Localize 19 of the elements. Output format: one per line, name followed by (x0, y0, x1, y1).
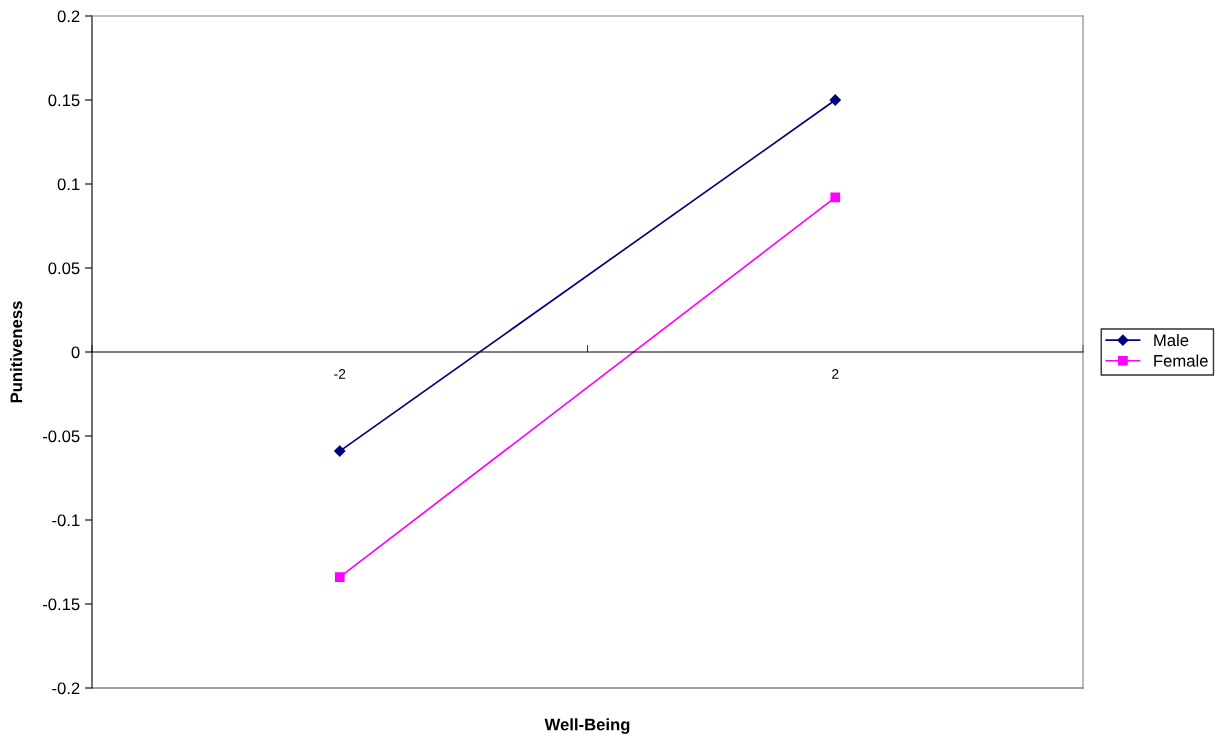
y-tick-label: 0.15 (48, 94, 80, 107)
y-tick-label: -0.15 (42, 598, 80, 611)
y-tick-label: 0.05 (48, 262, 80, 275)
legend-label: Male (1154, 333, 1189, 347)
legend-label: Female (1154, 354, 1208, 367)
y-tick-label: 0.1 (57, 178, 80, 191)
y-tick-label: -0.1 (52, 514, 80, 527)
point (334, 572, 345, 582)
point (829, 94, 841, 106)
y-tick-label: 0 (71, 346, 80, 359)
x-axis-title: Well-Being (544, 718, 630, 734)
y-tick-label: -0.05 (42, 430, 80, 443)
y-axis-title: Punitiveness (10, 301, 23, 403)
x-tick-label: -2 (334, 369, 346, 379)
point (334, 445, 346, 457)
y-tick-label: -0.2 (52, 682, 80, 695)
x-tick-label: 2 (832, 369, 839, 379)
y-tick-label: 0.2 (57, 10, 80, 23)
point (830, 192, 841, 203)
